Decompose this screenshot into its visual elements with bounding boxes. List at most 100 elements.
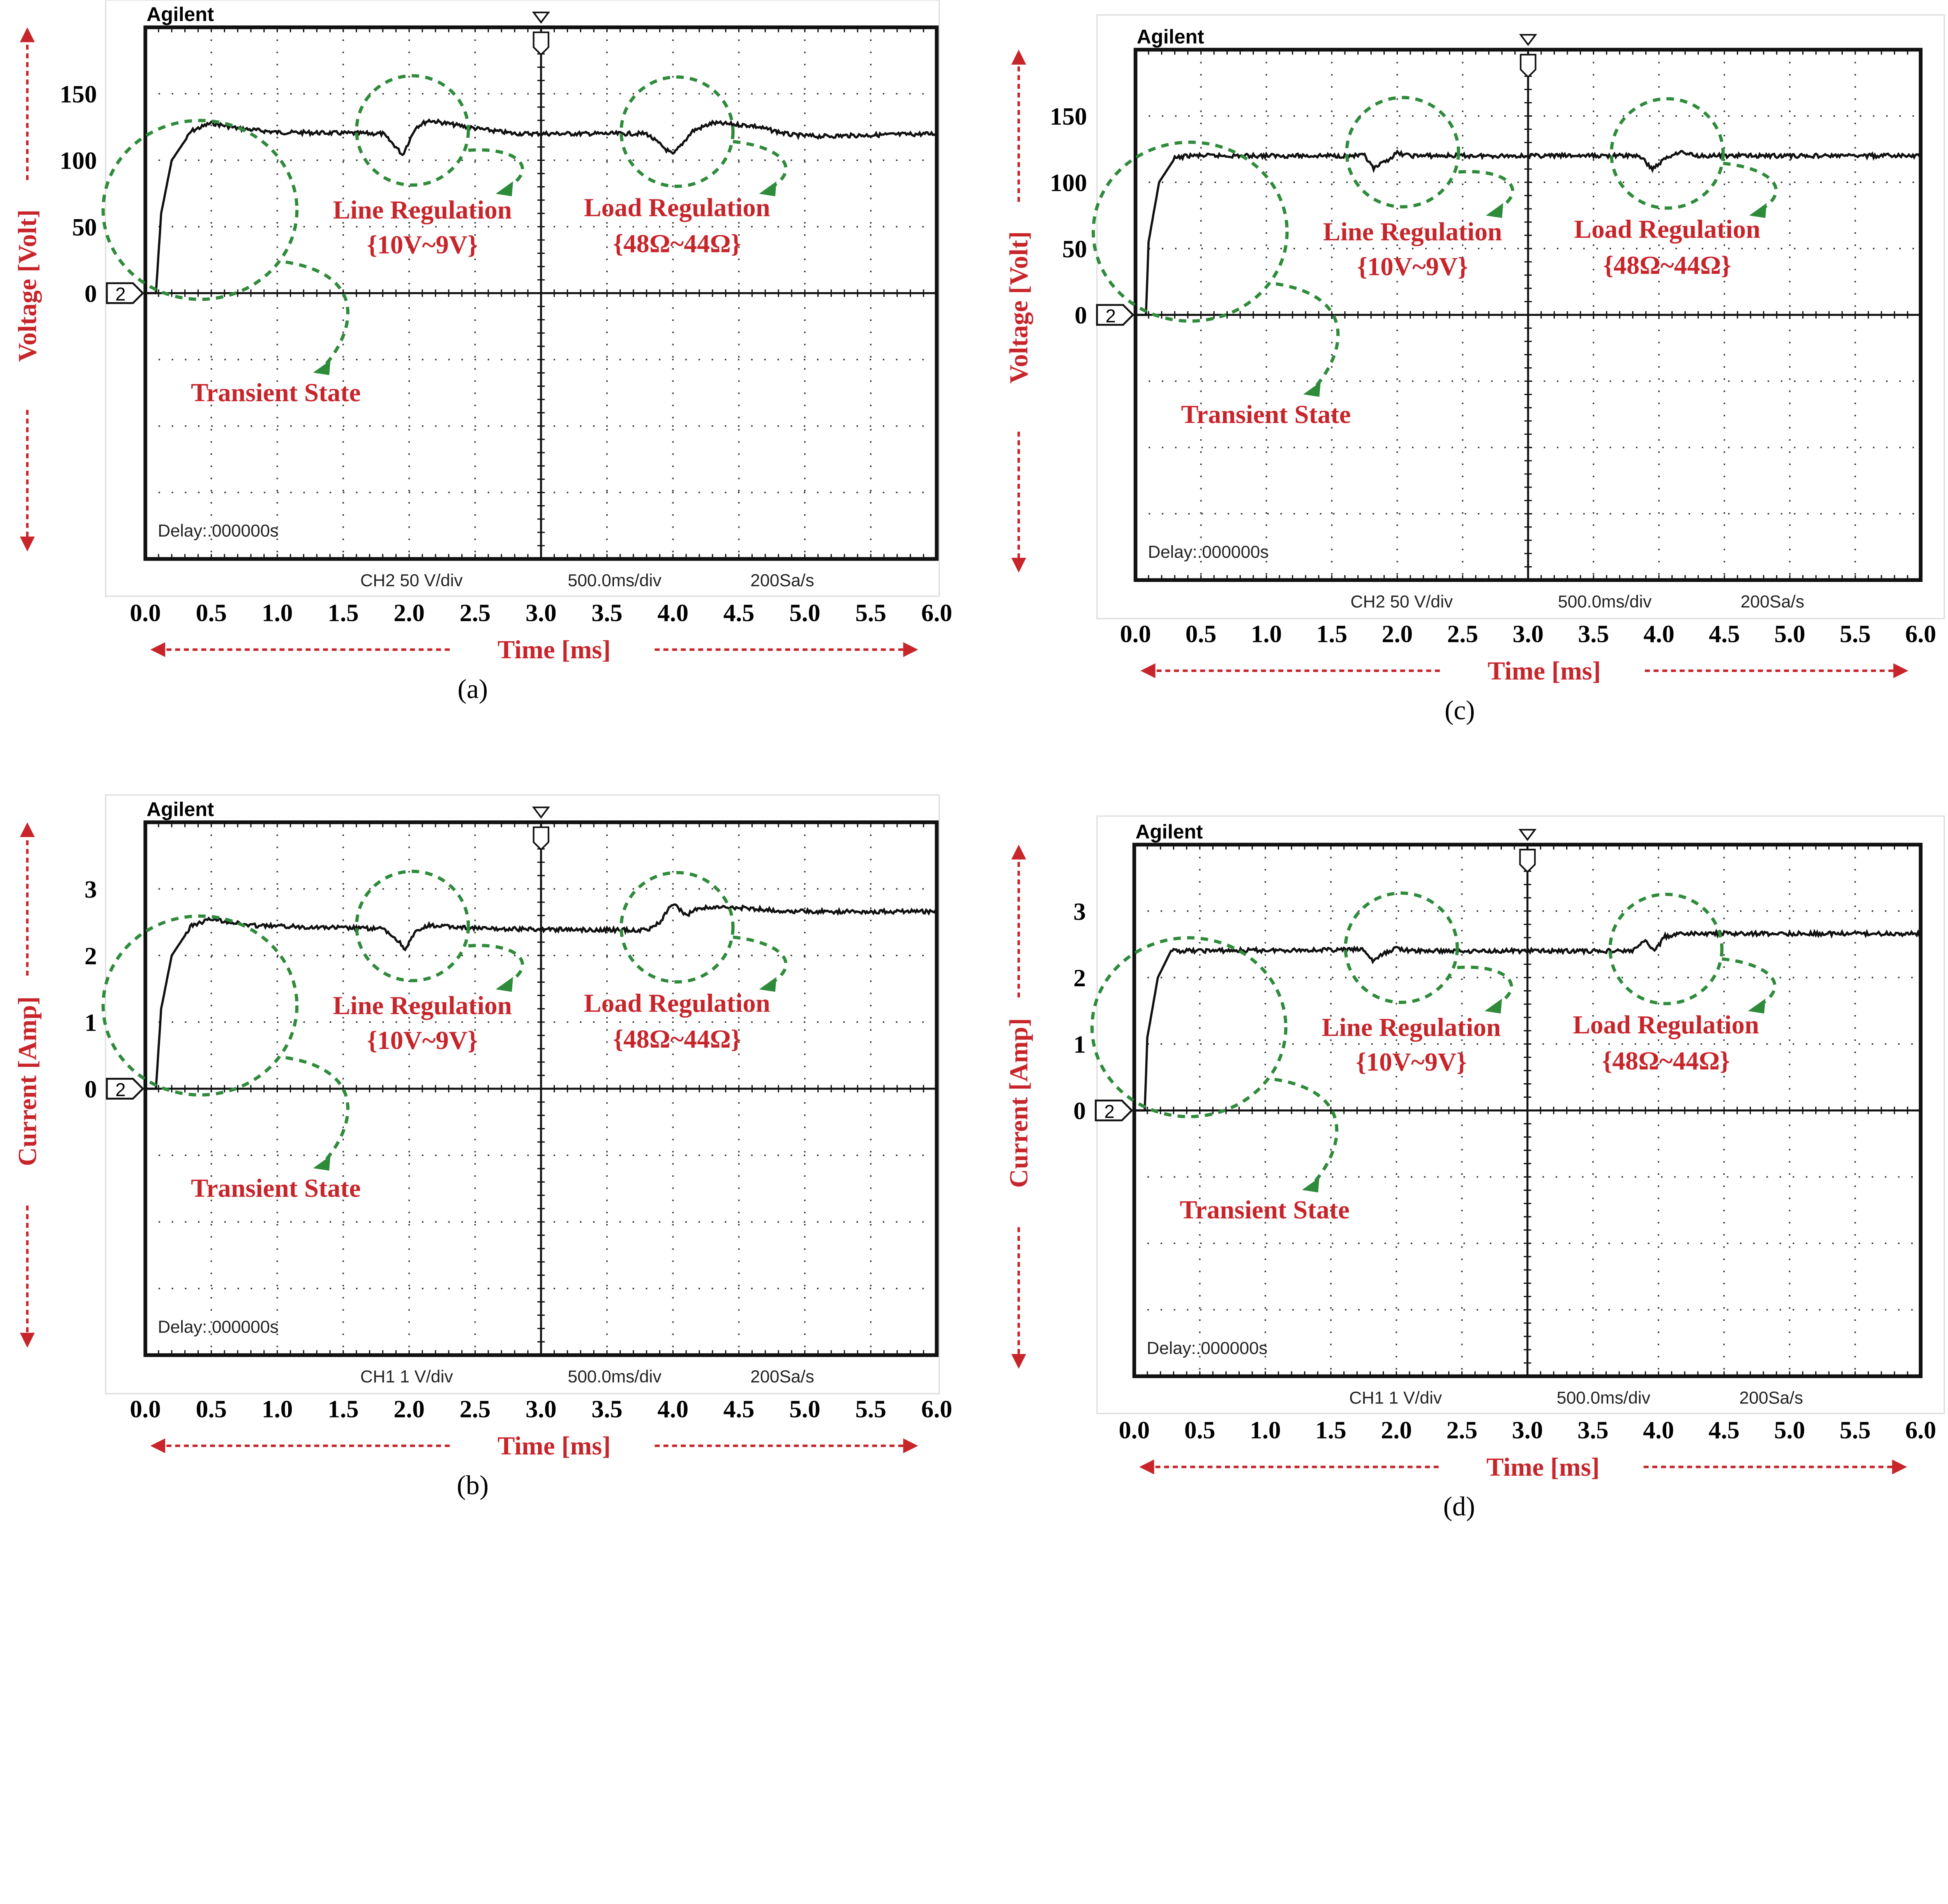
figure: 2 Agilent Delay:.000000s CH2 50 V/div 500.0m… — [13, 0, 1945, 1521]
footer-readout: 500.0ms/div — [568, 1367, 662, 1386]
x-tick-label: 6.0 — [921, 599, 952, 626]
footer-readout: CH1 1 V/div — [360, 1367, 453, 1386]
line-regulation-highlight-circle — [1345, 96, 1460, 209]
channel-marker-label: 2 — [115, 1080, 126, 1100]
brand-label: Agilent — [1137, 26, 1204, 48]
scope-frame — [105, 794, 940, 1395]
trigger-marker-icon — [1519, 34, 1537, 78]
transient-arrow-head-icon — [1303, 382, 1321, 397]
load-regulation-range: {48Ω~44Ω} — [1603, 251, 1731, 280]
channel-marker-icon — [1095, 1099, 1133, 1121]
x-tick-label: 0.0 — [1119, 1416, 1150, 1444]
line-regulation-highlight-circle — [355, 869, 470, 982]
transient-arrow — [1276, 282, 1340, 391]
x-tick-label: 5.5 — [1840, 620, 1871, 648]
y-axis-label: Current [Amp] — [1004, 1018, 1033, 1188]
load-regulation-arrow — [1723, 162, 1778, 212]
footer-readout: 200Sa/s — [750, 1367, 814, 1386]
x-tick-label: 1.0 — [262, 599, 293, 626]
load-regulation-label: Load Regulation — [584, 989, 770, 1017]
waveform-trace — [145, 118, 938, 294]
line-regulation-label: Line Regulation — [333, 196, 512, 224]
x-tick-label: 0.5 — [196, 1395, 227, 1423]
x-tick-label: 3.0 — [1512, 620, 1544, 648]
load-regulation-arrow — [732, 140, 788, 190]
x-tick-label: 2.0 — [393, 599, 425, 626]
x-tick-label: 2.0 — [1382, 620, 1413, 648]
grid — [1135, 49, 1922, 581]
load-regulation-label: Load Regulation — [1573, 1010, 1759, 1039]
x-tick-label: 5.5 — [1840, 1416, 1871, 1444]
x-tick-label: 1.5 — [1315, 1416, 1346, 1444]
line-regulation-arrow-head-icon — [496, 977, 513, 992]
x-axis-label: Time [ms] — [498, 635, 611, 664]
trigger-marker-icon — [1518, 829, 1537, 873]
x-tick-label: 6.0 — [1905, 620, 1936, 648]
line-regulation-label: Line Regulation — [1322, 1013, 1501, 1042]
x-axis-label: Time [ms] — [498, 1432, 611, 1460]
x-tick-label: 3.0 — [526, 599, 557, 626]
delay-readout: Delay:.000000s — [158, 522, 279, 541]
line-regulation-range: {10V~9V} — [367, 1026, 478, 1055]
grid — [145, 822, 937, 1356]
panel-caption: (c) — [1445, 695, 1475, 725]
line-regulation-highlight-circle — [1344, 891, 1459, 1004]
footer-readout: 200Sa/s — [1740, 592, 1804, 611]
footer-readout: 500.0ms/div — [1557, 1388, 1651, 1407]
y-axis-label: Voltage [Volt] — [13, 210, 42, 362]
x-tick-label: 4.5 — [1708, 1416, 1740, 1444]
x-tick-label: 4.5 — [723, 1395, 755, 1423]
x-tick-label: 1.5 — [328, 1395, 359, 1423]
x-tick-label: 3.5 — [591, 599, 623, 626]
y-tick-label: 100 — [1050, 169, 1087, 196]
panel-caption: (d) — [1443, 1491, 1475, 1521]
panel-caption: (a) — [457, 674, 488, 704]
load-regulation-arrow-head-icon — [759, 977, 776, 992]
x-tick-label: 2.5 — [460, 1395, 491, 1423]
line-regulation-arrow — [1457, 965, 1513, 1008]
load-regulation-arrow-head-icon — [1749, 203, 1767, 218]
y-tick-label: 2 — [85, 942, 97, 970]
transient-state-label: Transient State — [1180, 1195, 1350, 1224]
transient-state-label: Transient State — [191, 378, 361, 407]
y-tick-label: 3 — [1073, 897, 1086, 925]
channel-marker-label: 2 — [115, 284, 126, 305]
load-regulation-highlight-circle — [619, 871, 735, 984]
x-tick-label: 4.0 — [1643, 1416, 1674, 1444]
chart-panel-d: 2 Agilent Delay:.000000s CH1 1 V/div 500.0ms… — [1004, 815, 1945, 1521]
load-regulation-arrow-head-icon — [1748, 998, 1766, 1014]
y-tick-label: 0 — [85, 280, 97, 307]
footer-readout: CH1 1 V/div — [1349, 1388, 1442, 1407]
brand-label: Agilent — [146, 798, 214, 820]
y-tick-label: 3 — [85, 875, 97, 903]
x-tick-label: 0.5 — [1184, 1416, 1216, 1444]
scope-frame — [105, 0, 940, 597]
line-regulation-range: {10V~9V} — [367, 231, 478, 259]
transient-highlight-circle — [1091, 140, 1289, 323]
footer-readout: 200Sa/s — [1739, 1388, 1803, 1407]
load-regulation-arrow — [1722, 957, 1777, 1008]
load-regulation-highlight-circle — [619, 75, 735, 188]
y-tick-label: 0 — [1073, 1097, 1086, 1125]
x-tick-label: 4.5 — [1709, 620, 1740, 648]
transient-arrow-head-icon — [313, 1156, 331, 1171]
x-tick-label: 3.5 — [591, 1395, 623, 1423]
load-regulation-range: {48Ω~44Ω} — [1602, 1047, 1730, 1075]
panel-caption: (b) — [457, 1470, 489, 1500]
channel-marker-icon — [106, 282, 145, 304]
x-tick-label: 5.5 — [855, 1395, 886, 1423]
x-tick-label: 6.0 — [1905, 1416, 1936, 1444]
transient-state-label: Transient State — [191, 1174, 361, 1202]
x-tick-label: 5.0 — [1774, 1416, 1805, 1444]
line-regulation-arrow — [468, 944, 524, 986]
brand-label: Agilent — [146, 3, 214, 25]
y-tick-label: 2 — [1073, 964, 1086, 992]
x-tick-label: 6.0 — [921, 1395, 952, 1423]
transient-arrow — [285, 260, 350, 369]
line-regulation-label: Line Regulation — [333, 991, 512, 1020]
x-axis-label: Time [ms] — [1486, 1453, 1600, 1481]
y-tick-label: 150 — [60, 80, 97, 108]
y-tick-label: 50 — [72, 213, 97, 241]
y-tick-label: 150 — [1050, 102, 1087, 130]
transient-arrow-head-icon — [1302, 1177, 1320, 1193]
